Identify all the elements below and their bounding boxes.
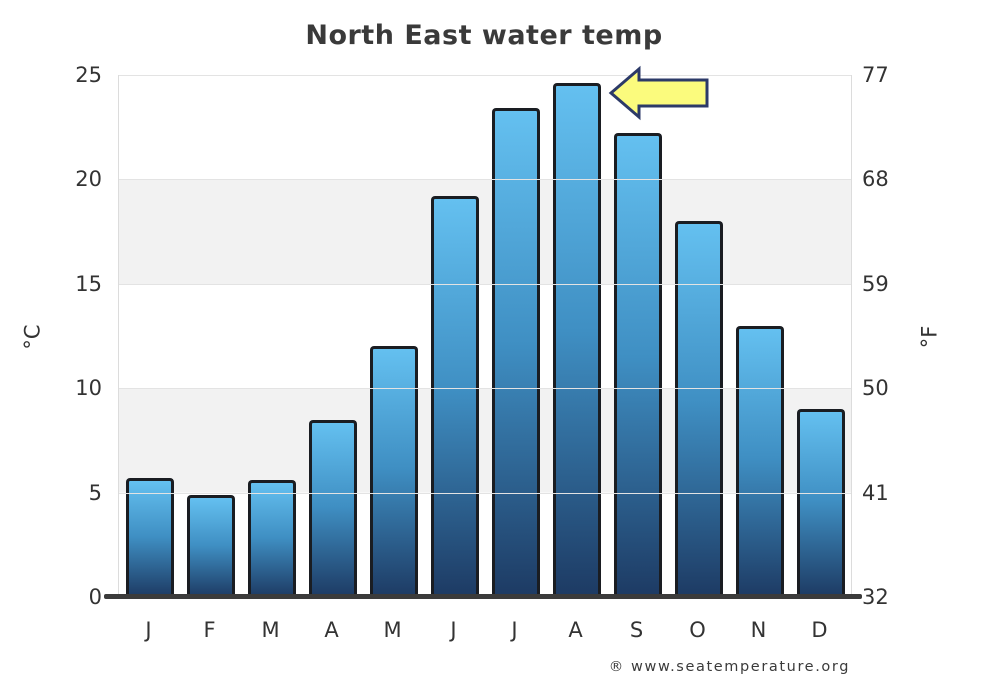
gridline-10 [119,388,851,390]
ytick-celsius-15: 15 [75,271,102,296]
bar-S-9 [613,133,662,597]
month-label-12: D [811,618,828,642]
gridline-5 [119,492,851,494]
month-label-6: J [450,618,457,642]
bar-A-8 [552,83,601,597]
bar-J-6 [430,196,479,597]
month-label-11: N [750,618,767,642]
ytick-fahrenheit-68: 68 [862,167,889,192]
ytick-fahrenheit-77: 77 [862,63,889,87]
month-label-1: J [145,618,152,642]
bar-M-3 [247,480,296,597]
ytick-celsius-0: 0 [88,585,102,609]
ytick-fahrenheit-41: 41 [862,480,889,505]
month-label-2: F [203,618,216,642]
month-label-4: A [324,618,339,642]
x-axis-line [104,594,862,599]
bar-M-5 [369,346,418,597]
month-label-5: M [383,618,402,642]
y-axis-label-fahrenheit: °F [917,325,942,349]
month-label-9: S [629,618,644,642]
gridline-20 [119,179,851,181]
ytick-celsius-25: 25 [75,63,102,87]
ytick-celsius-20: 20 [75,167,102,192]
bar-A-4 [308,419,357,597]
bar-N-11 [735,325,784,597]
left-arrow-icon [608,65,709,121]
ytick-celsius-5: 5 [88,480,102,505]
ytick-celsius-10: 10 [75,376,102,401]
bar-D-12 [796,409,845,597]
bar-J-1 [125,477,174,597]
month-label-7: J [511,618,518,642]
bar-series [119,75,851,597]
plot-area [118,75,852,597]
ytick-fahrenheit-59: 59 [862,271,889,296]
ytick-fahrenheit-50: 50 [862,376,889,401]
gridline-15 [119,283,851,285]
bar-F-2 [186,494,235,597]
month-label-3: M [261,618,280,642]
month-label-10: O [689,618,706,642]
attribution-watermark: ® www.seatemperature.org [608,659,850,675]
month-label-8: A [568,618,583,642]
gridline-25 [119,75,851,76]
chart-title: North East water temp [305,20,663,51]
y-axis-label-celsius: °C [20,324,45,350]
ytick-fahrenheit-32: 32 [862,585,889,609]
bar-J-7 [491,108,540,597]
bar-O-10 [674,221,723,597]
